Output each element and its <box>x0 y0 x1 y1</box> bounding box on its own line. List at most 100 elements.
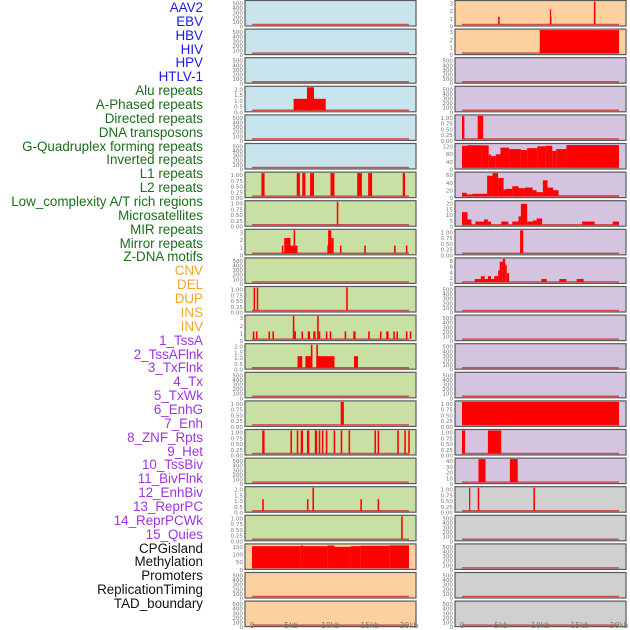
bar <box>293 98 311 111</box>
y-tick-label: 0.5 <box>234 505 243 511</box>
y-tick-label: 100 <box>442 77 453 83</box>
y-tick-label: 400 <box>442 292 453 298</box>
y-tick-label: 40 <box>446 459 454 465</box>
bar <box>469 487 471 511</box>
x-tick-label: 15kb <box>570 621 589 630</box>
y-tick-label: 0.75 <box>231 436 244 442</box>
y-tick-label: 100 <box>232 134 243 140</box>
bar <box>405 331 408 340</box>
y-tick-label: 500 <box>232 602 243 608</box>
bar <box>475 221 484 225</box>
y-tick-label: 80 <box>446 152 454 158</box>
y-tick-label: 400 <box>232 6 243 12</box>
bar <box>505 188 513 197</box>
y-tick-label: 400 <box>232 264 243 270</box>
panel-background <box>244 457 417 485</box>
y-tick-label: 300 <box>442 68 453 74</box>
bar <box>295 245 298 254</box>
track-label: Inverted repeats <box>106 152 203 168</box>
panel-background <box>244 114 417 142</box>
bar <box>310 173 315 197</box>
track-label: HIV <box>180 41 203 57</box>
y-tick-label: 100 <box>232 77 243 83</box>
y-tick-label: 300 <box>232 154 243 160</box>
bar <box>393 331 395 340</box>
bar <box>301 331 304 340</box>
bar <box>325 430 328 454</box>
y-tick-label: 0.75 <box>441 122 454 128</box>
bar <box>314 98 326 111</box>
x-tick-label: 0 <box>460 621 465 630</box>
bar <box>477 115 484 139</box>
panel-background <box>244 371 417 399</box>
bar <box>397 430 399 454</box>
bar <box>377 499 380 511</box>
y-tick-label: 500 <box>442 288 453 294</box>
bar <box>253 287 256 311</box>
track-label: Low_complexity A/T rich regions <box>11 194 203 210</box>
panel-background <box>244 600 417 628</box>
y-tick-label: 200 <box>442 359 453 365</box>
y-tick-label: 100 <box>442 106 453 112</box>
y-tick-label: 50 <box>236 560 244 566</box>
y-tick-label: 3 <box>239 316 243 322</box>
panel-background <box>244 400 417 427</box>
bar <box>405 245 408 254</box>
track-label: 2_TssAFlnk <box>133 346 203 362</box>
y-tick-label: 400 <box>232 378 243 384</box>
bar <box>328 230 332 254</box>
panel-background <box>244 200 417 227</box>
track-label: 15_Quies <box>145 526 203 542</box>
y-tick-label: 1 <box>239 331 243 337</box>
track-label: CNV <box>174 263 203 279</box>
y-tick-label: 1.00 <box>231 516 244 522</box>
y-tick-label: 60 <box>446 173 454 179</box>
y-tick-label: 100 <box>442 306 453 312</box>
y-tick-label: 200 <box>442 559 453 565</box>
y-tick-label: 0.50 <box>441 442 454 448</box>
y-tick-label: 0 <box>449 82 453 88</box>
y-tick-label: 300 <box>442 325 453 331</box>
y-tick-label: 0 <box>449 368 453 374</box>
track-panel: 2.01.51.00.50.0 <box>234 85 417 116</box>
bar <box>336 201 339 225</box>
track-label: INV <box>180 318 203 334</box>
track-label: HTLV-1 <box>158 69 203 85</box>
track-label: 11_BivFlnk <box>137 471 203 487</box>
y-tick-label: 200 <box>442 301 453 307</box>
y-tick-label: 500 <box>442 574 453 580</box>
panel-background <box>244 85 417 113</box>
y-tick-label: 3 <box>449 30 453 36</box>
bar <box>306 87 315 111</box>
y-tick-label: 400 <box>232 121 243 127</box>
y-tick-label: 200 <box>232 473 243 479</box>
track-panel: 2.01.51.00.50.0 <box>234 486 417 517</box>
bar <box>318 331 321 340</box>
bar <box>498 270 500 282</box>
bar <box>262 499 264 511</box>
y-tick-label: 1.00 <box>441 402 454 408</box>
y-tick-label: 20 <box>446 202 454 208</box>
y-tick-label: 400 <box>442 63 453 69</box>
y-tick-label: 500 <box>442 373 453 379</box>
y-tick-label: 0.00 <box>441 139 454 145</box>
track-panel: 1.000.750.500.250.00 <box>441 114 627 145</box>
y-tick-label: 300 <box>232 11 243 17</box>
y-tick-label: 400 <box>442 378 453 384</box>
y-tick-label: 400 <box>442 321 453 327</box>
bar <box>348 430 351 454</box>
y-tick-label: 0.50 <box>231 185 244 191</box>
bar <box>394 245 396 254</box>
y-tick-label: 1.00 <box>231 288 244 294</box>
y-tick-label: 200 <box>232 616 243 622</box>
y-tick-label: 1.00 <box>441 230 454 236</box>
